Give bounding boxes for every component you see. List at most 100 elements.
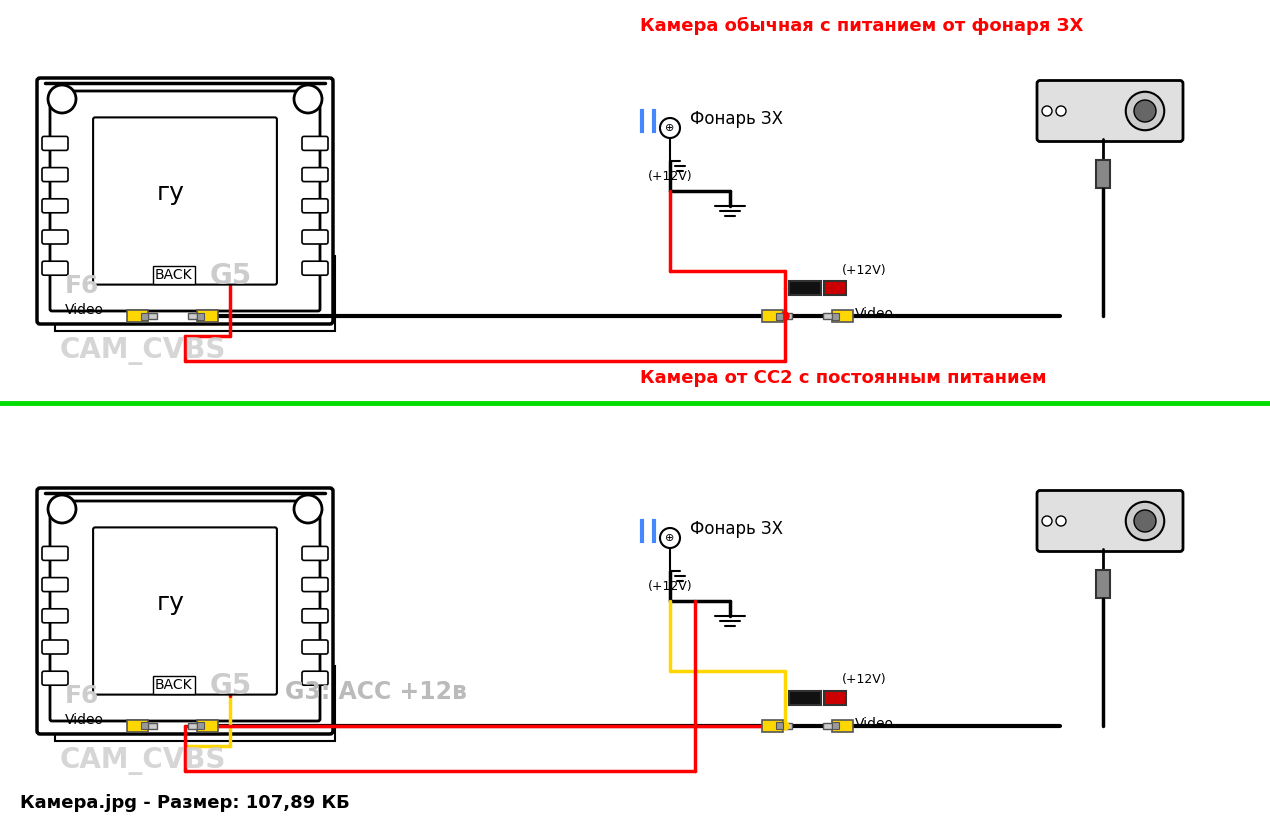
FancyBboxPatch shape: [302, 672, 328, 686]
Text: BACK: BACK: [155, 268, 193, 282]
Text: F6: F6: [65, 274, 99, 298]
Text: Video: Video: [855, 307, 894, 321]
Text: Video: Video: [65, 713, 104, 727]
Circle shape: [1041, 106, 1052, 116]
FancyBboxPatch shape: [50, 501, 320, 721]
Text: Камера.jpg - Размер: 107,89 КБ: Камера.jpg - Размер: 107,89 КБ: [20, 794, 349, 812]
Text: G3: АСС +12в: G3: АСС +12в: [284, 681, 467, 704]
Text: (+12V): (+12V): [842, 673, 886, 686]
FancyBboxPatch shape: [42, 167, 69, 181]
Text: CAM_CVBS: CAM_CVBS: [60, 747, 226, 775]
FancyBboxPatch shape: [42, 578, 69, 592]
Polygon shape: [762, 310, 784, 322]
Text: (+12V): (+12V): [842, 264, 886, 277]
Circle shape: [48, 85, 76, 113]
FancyBboxPatch shape: [1038, 490, 1182, 552]
Text: BACK: BACK: [155, 678, 193, 692]
Text: гу: гу: [156, 591, 184, 615]
FancyBboxPatch shape: [42, 640, 69, 654]
Circle shape: [781, 312, 789, 320]
Polygon shape: [832, 310, 853, 322]
Bar: [197, 722, 204, 730]
Bar: [776, 313, 784, 319]
FancyBboxPatch shape: [93, 527, 277, 695]
FancyBboxPatch shape: [302, 230, 328, 244]
Bar: [832, 722, 839, 730]
Text: Фонарь ЗХ: Фонарь ЗХ: [690, 110, 784, 128]
Bar: [188, 723, 197, 729]
Polygon shape: [197, 310, 218, 322]
Bar: [824, 281, 846, 295]
Bar: [789, 281, 820, 295]
Circle shape: [1055, 516, 1066, 526]
Bar: [55, 666, 335, 741]
Circle shape: [781, 722, 789, 730]
Bar: [197, 313, 204, 319]
FancyBboxPatch shape: [93, 117, 277, 285]
Circle shape: [1134, 510, 1156, 532]
FancyBboxPatch shape: [302, 609, 328, 623]
Bar: [188, 313, 197, 319]
Text: Video: Video: [855, 717, 894, 731]
Text: Камера обычная с питанием от фонаря ЗХ: Камера обычная с питанием от фонаря ЗХ: [640, 17, 1083, 35]
Circle shape: [1125, 502, 1165, 540]
FancyBboxPatch shape: [42, 672, 69, 686]
Bar: [149, 723, 157, 729]
Bar: [824, 691, 846, 705]
Bar: [832, 313, 839, 319]
Circle shape: [1125, 92, 1165, 131]
FancyBboxPatch shape: [50, 91, 320, 311]
Bar: [789, 691, 820, 705]
Polygon shape: [832, 720, 853, 732]
Circle shape: [1055, 106, 1066, 116]
Bar: [776, 722, 784, 730]
Text: (+12V): (+12V): [648, 169, 692, 182]
Text: G5: G5: [210, 262, 253, 291]
Text: гу: гу: [156, 181, 184, 205]
Bar: [823, 313, 832, 319]
FancyBboxPatch shape: [37, 488, 333, 734]
FancyBboxPatch shape: [302, 578, 328, 592]
FancyBboxPatch shape: [37, 78, 333, 324]
Bar: [823, 723, 832, 729]
Bar: [1096, 159, 1110, 187]
Circle shape: [293, 85, 323, 113]
Text: Фонарь ЗХ: Фонарь ЗХ: [690, 520, 784, 538]
FancyBboxPatch shape: [42, 547, 69, 561]
Circle shape: [293, 495, 323, 523]
Bar: [55, 256, 335, 331]
Text: ⊕: ⊕: [665, 123, 674, 133]
Circle shape: [660, 118, 679, 138]
FancyBboxPatch shape: [42, 261, 69, 275]
FancyBboxPatch shape: [302, 261, 328, 275]
Polygon shape: [127, 310, 149, 322]
Text: Камера от СС2 с постоянным питанием: Камера от СС2 с постоянным питанием: [640, 369, 1046, 387]
Polygon shape: [762, 720, 784, 732]
Text: G5: G5: [210, 672, 253, 700]
Polygon shape: [127, 720, 149, 732]
FancyBboxPatch shape: [42, 230, 69, 244]
FancyBboxPatch shape: [302, 136, 328, 150]
Circle shape: [660, 528, 679, 548]
Bar: [1096, 570, 1110, 598]
Bar: [141, 722, 149, 730]
Text: CAM_CVBS: CAM_CVBS: [60, 337, 226, 365]
FancyBboxPatch shape: [42, 136, 69, 150]
Circle shape: [1134, 100, 1156, 122]
Text: ⊕: ⊕: [665, 533, 674, 543]
FancyBboxPatch shape: [42, 609, 69, 623]
Circle shape: [1041, 516, 1052, 526]
FancyBboxPatch shape: [302, 640, 328, 654]
FancyBboxPatch shape: [302, 167, 328, 181]
Bar: [784, 313, 792, 319]
FancyBboxPatch shape: [1038, 80, 1182, 141]
FancyBboxPatch shape: [302, 199, 328, 213]
Polygon shape: [197, 720, 218, 732]
Circle shape: [48, 495, 76, 523]
Bar: [141, 313, 149, 319]
Bar: [149, 313, 157, 319]
FancyBboxPatch shape: [302, 547, 328, 561]
Text: (+12V): (+12V): [648, 580, 692, 593]
FancyBboxPatch shape: [42, 199, 69, 213]
Text: Video: Video: [65, 303, 104, 317]
